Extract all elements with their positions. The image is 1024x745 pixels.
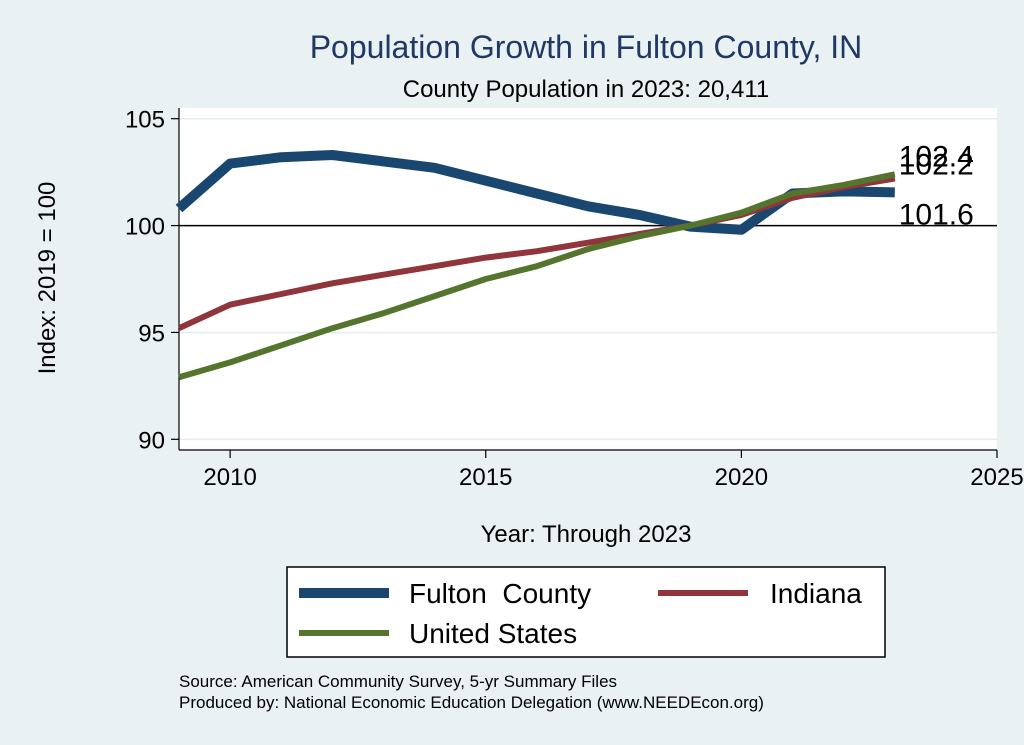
y-tick-label-105: 105 xyxy=(125,107,165,134)
y-tick-label-95: 95 xyxy=(138,320,165,347)
legend-label-indiana: Indiana xyxy=(770,578,862,609)
y-tick-label-100: 100 xyxy=(125,214,165,241)
x-axis-label: Year: Through 2023 xyxy=(481,521,692,548)
y-axis-label: Index: 2019 = 100 xyxy=(34,182,61,375)
legend-label-fulton: Fulton County xyxy=(409,578,591,609)
x-tick-label-2015: 2015 xyxy=(459,464,512,491)
legend-box xyxy=(286,566,886,658)
plot-area xyxy=(179,108,997,450)
producer-note: Produced by: National Economic Education… xyxy=(179,693,764,712)
end-label-indiana: 102.2 xyxy=(899,149,974,182)
axes: 90 95 100 105 2010 2015 2020 2025 xyxy=(125,107,1024,491)
x-tick-label-2010: 2010 xyxy=(203,464,256,491)
legend: Fulton County Indiana United States xyxy=(286,566,886,658)
x-tick-label-2025: 2025 xyxy=(970,464,1023,491)
chart-title: Population Growth in Fulton County, IN xyxy=(310,29,863,65)
legend-label-us: United States xyxy=(409,618,577,649)
x-tick-label-2020: 2020 xyxy=(715,464,768,491)
end-label-us: 102.4 xyxy=(899,140,974,173)
end-label-fulton: 101.6 xyxy=(899,198,974,231)
series-line-us xyxy=(178,171,896,381)
series-line-indiana xyxy=(177,175,896,331)
series-group xyxy=(175,150,896,381)
source-note: Source: American Community Survey, 5-yr … xyxy=(179,672,617,691)
chart-subtitle: County Population in 2023: 20,411 xyxy=(403,76,770,103)
y-tick-label-90: 90 xyxy=(138,427,165,454)
